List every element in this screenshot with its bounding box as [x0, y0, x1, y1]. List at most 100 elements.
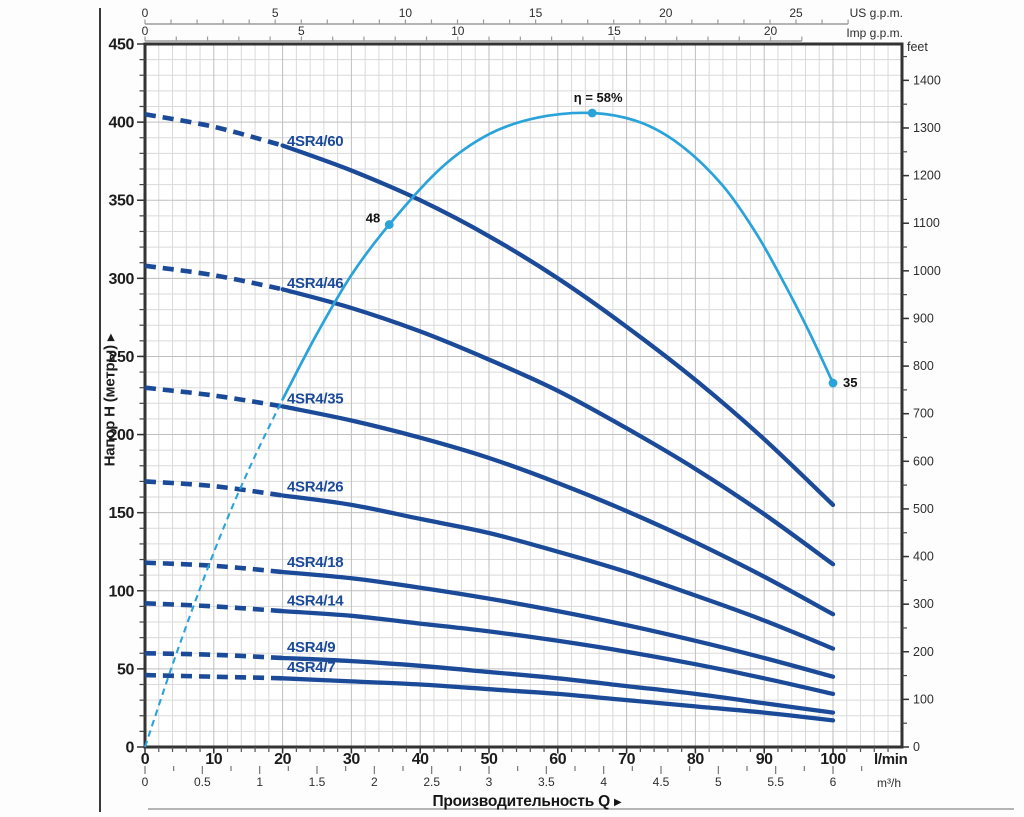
lmin-tick-label: 80: [687, 751, 704, 768]
m3h-tick-label: 1: [256, 775, 263, 789]
lmin-tick-label: 60: [549, 751, 566, 768]
lmin-tick-label: 30: [343, 751, 360, 768]
efficiency-marker-dot: [828, 378, 838, 388]
feet-tick-label: 900: [913, 311, 934, 325]
m3h-unit-label: m³/h: [877, 776, 901, 790]
feet-tick-label: 1000: [913, 264, 941, 278]
us-gpm-unit-label: US g.p.m.: [850, 6, 903, 20]
right-arrow-icon: ▶: [614, 797, 622, 808]
lmin-tick-label: 20: [274, 751, 291, 768]
x-axis-title: Производительность Q ▶: [432, 793, 621, 811]
efficiency-marker-dot: [587, 108, 597, 118]
meters-tick-label: 300: [109, 271, 135, 288]
meters-tick-label: 250: [109, 349, 135, 366]
pump-curve-solid: [280, 655, 836, 715]
feet-tick-label: 500: [913, 502, 934, 516]
meters-tick-label: 100: [109, 583, 135, 600]
pump-curve-label: 4SR4/35: [287, 391, 343, 408]
imp-gpm-tick-label: 5: [298, 24, 305, 38]
feet-tick-label: 800: [913, 359, 934, 373]
feet-tick-label: 200: [913, 645, 934, 659]
lmin-tick-label: 10: [205, 751, 222, 768]
pump-curve-solid: [280, 143, 836, 508]
feet-tick-label: 600: [913, 454, 934, 468]
efficiency-marker-label: 48: [366, 211, 380, 226]
efficiency-marker-dot: [384, 220, 394, 229]
feet-tick-label: 1300: [913, 121, 941, 135]
efficiency-curve-dashed: [144, 399, 284, 748]
m3h-tick-label: 4.5: [653, 775, 670, 789]
pump-curve-label: 4SR4/60: [287, 133, 343, 150]
feet-tick-label: 700: [913, 407, 934, 421]
pump-curve-label: 4SR4/9: [287, 639, 335, 656]
left-frame-line: [99, 8, 101, 812]
meters-tick-label: 400: [109, 115, 135, 132]
us-gpm-tick-label: 10: [399, 6, 413, 20]
y-axis-title: Напор H (метры) ▶: [102, 334, 119, 467]
lmin-tick-label: 90: [756, 751, 773, 768]
bottom-separator-line: [148, 808, 1014, 810]
m3h-tick-label: 0: [142, 775, 149, 789]
meters-tick-label: 200: [109, 427, 135, 444]
lmin-tick-label: 40: [412, 751, 429, 768]
imp-gpm-unit-label: Imp g.p.m.: [846, 26, 903, 40]
meters-tick-label: 50: [117, 661, 134, 678]
pump-curve-label: 4SR4/14: [287, 592, 344, 609]
efficiency-peak-label: η = 58%: [574, 90, 623, 105]
meters-tick-label: 350: [109, 193, 135, 210]
plot-area: [145, 44, 902, 747]
lmin-tick-label: 100: [820, 751, 846, 768]
m3h-tick-label: 3: [486, 775, 493, 789]
imp-gpm-tick-label: 15: [607, 24, 621, 38]
pump-curve-solid: [280, 676, 836, 723]
imp-gpm-tick-label: 10: [451, 24, 465, 38]
imp-gpm-tick-label: 20: [764, 24, 778, 38]
meters-tick-label: 150: [109, 505, 135, 522]
m3h-tick-label: 1.5: [309, 775, 326, 789]
lmin-tick-label: 70: [618, 751, 635, 768]
pump-curve-solid: [280, 569, 836, 679]
up-arrow-icon: ▶: [105, 333, 117, 342]
m3h-tick-label: 2.5: [423, 775, 440, 789]
pump-curve-solid: [280, 608, 836, 697]
lmin-tick-label: 50: [481, 751, 498, 768]
imp-gpm-tick-label: 0: [142, 24, 149, 38]
feet-tick-label: 1400: [913, 73, 941, 87]
x-axis-title-text: Производительность Q: [432, 793, 611, 810]
lmin-tick-label: 0: [141, 751, 150, 768]
us-gpm-tick-label: 25: [789, 6, 803, 20]
pump-curve-label: 4SR4/26: [287, 478, 343, 495]
m3h-tick-label: 6: [830, 775, 837, 789]
m3h-tick-label: 5: [715, 775, 722, 789]
us-gpm-tick-label: 0: [142, 6, 149, 20]
pump-curve-solid: [280, 404, 836, 617]
feet-tick-label: 400: [913, 550, 934, 564]
pump-curve-label: 4SR4/18: [287, 554, 343, 571]
m3h-tick-label: 4: [600, 775, 607, 789]
feet-tick-label: 300: [913, 597, 934, 611]
m3h-tick-label: 3.5: [538, 775, 555, 789]
pump-curve-label: 4SR4/46: [287, 275, 343, 292]
feet-tick-label: 1200: [913, 169, 941, 183]
m3h-tick-label: 2: [371, 775, 378, 789]
meters-tick-label: 450: [109, 37, 135, 54]
pump-curve-solid: [280, 287, 836, 567]
m3h-tick-label: 5.5: [767, 775, 784, 789]
feet-tick-label: 0: [913, 740, 920, 754]
m3h-tick-label: 0.5: [194, 775, 211, 789]
pump-curve-label: 4SR4/7: [287, 659, 335, 676]
efficiency-marker-label: 35: [843, 375, 857, 390]
lmin-unit-label: l/min: [874, 751, 908, 768]
feet-unit-label: feet: [907, 40, 928, 54]
meters-tick-label: 0: [126, 740, 135, 757]
feet-tick-label: 1100: [913, 216, 940, 230]
us-gpm-tick-label: 20: [659, 6, 673, 20]
us-gpm-tick-label: 5: [272, 6, 279, 20]
us-gpm-tick-label: 15: [529, 6, 543, 20]
y-axis-title-text: Напор H (метры): [101, 345, 119, 467]
plot-border: [143, 42, 904, 749]
pump-curve-solid: [280, 493, 836, 651]
